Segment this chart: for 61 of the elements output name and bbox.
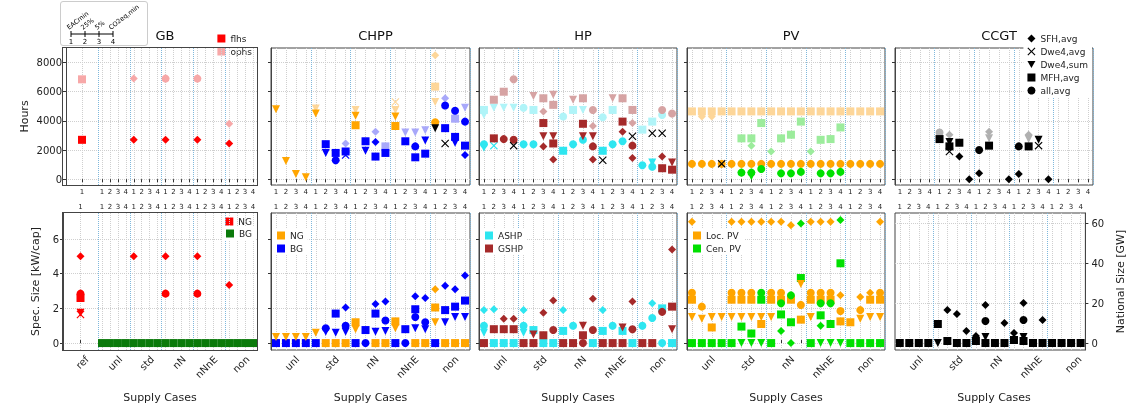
- legend-label: NG: [238, 216, 253, 227]
- chart-title: CCGT: [981, 28, 1017, 43]
- text: non: [439, 353, 461, 375]
- legend-label: BG: [290, 243, 304, 254]
- text: non: [230, 353, 252, 375]
- text: non: [1062, 353, 1084, 375]
- legend-label: Dwe4,sum: [1040, 59, 1088, 70]
- text: nN: [363, 353, 381, 372]
- legend-label: SFH,avg: [1040, 33, 1078, 44]
- text: ref: [73, 353, 92, 371]
- text: unl: [698, 353, 718, 373]
- text: nN: [170, 353, 188, 372]
- legend-label: Cen. PV: [706, 243, 742, 254]
- y-tick-label: 0: [52, 337, 59, 349]
- y2-tick-label: 20: [1091, 297, 1105, 309]
- y-tick-label: 6: [52, 233, 59, 245]
- chart-title: PV: [782, 28, 800, 43]
- y-tick-label: 0: [55, 173, 62, 185]
- y2-tick-label: 60: [1091, 217, 1105, 229]
- y2-tick-label: 0: [1091, 337, 1098, 349]
- text: unl: [906, 353, 926, 373]
- y2-tick-label: 40: [1091, 257, 1105, 269]
- text: std: [137, 353, 157, 373]
- legend-label: NG: [290, 230, 304, 241]
- text: nN: [778, 353, 797, 372]
- legend-label: ASHP: [498, 230, 523, 241]
- x-axis-title: Supply Cases: [123, 391, 198, 404]
- chart-title: CHPP: [358, 28, 393, 43]
- text: non: [646, 353, 668, 375]
- y-axis-title: Hours: [18, 100, 31, 133]
- y-axis-title: Spec. Size [kW/cap]: [29, 226, 42, 337]
- text: nN: [986, 353, 1005, 372]
- text: nN: [570, 353, 589, 372]
- text: non: [854, 353, 876, 375]
- legend-label: MFH,avg: [1040, 72, 1080, 83]
- text: unl: [282, 353, 302, 373]
- text: std: [946, 353, 965, 373]
- text: std: [322, 353, 342, 373]
- y-tick-label: 2: [52, 302, 59, 314]
- y-tick-label: 4000: [36, 115, 62, 127]
- text: std: [530, 353, 549, 373]
- legend-label: Loc. PV: [706, 230, 740, 241]
- x-axis-title: Supply Cases: [541, 391, 616, 404]
- x-axis-title: Supply Cases: [957, 391, 1032, 404]
- chart-title: HP: [574, 28, 592, 43]
- legend-label: GSHP: [498, 243, 524, 254]
- y-tick-label: 6000: [36, 86, 62, 98]
- legend-label: Dwe4,avg: [1040, 46, 1086, 57]
- legend-label: BG: [239, 228, 253, 239]
- legend-label: all,avg: [1040, 85, 1071, 96]
- text: unl: [490, 353, 510, 373]
- x-axis-title: Supply Cases: [749, 391, 824, 404]
- legend-label: flhs: [230, 33, 247, 44]
- x-axis-title: Supply Cases: [333, 391, 408, 404]
- text: unl: [105, 353, 125, 373]
- y-tick-label: 8000: [36, 57, 62, 69]
- y-tick-label: 4: [52, 268, 59, 280]
- y-tick-label: 2000: [36, 144, 62, 156]
- y2-axis-title: National Size [GW]: [1114, 229, 1127, 334]
- chart-title: GB: [155, 28, 175, 43]
- text: std: [738, 353, 757, 373]
